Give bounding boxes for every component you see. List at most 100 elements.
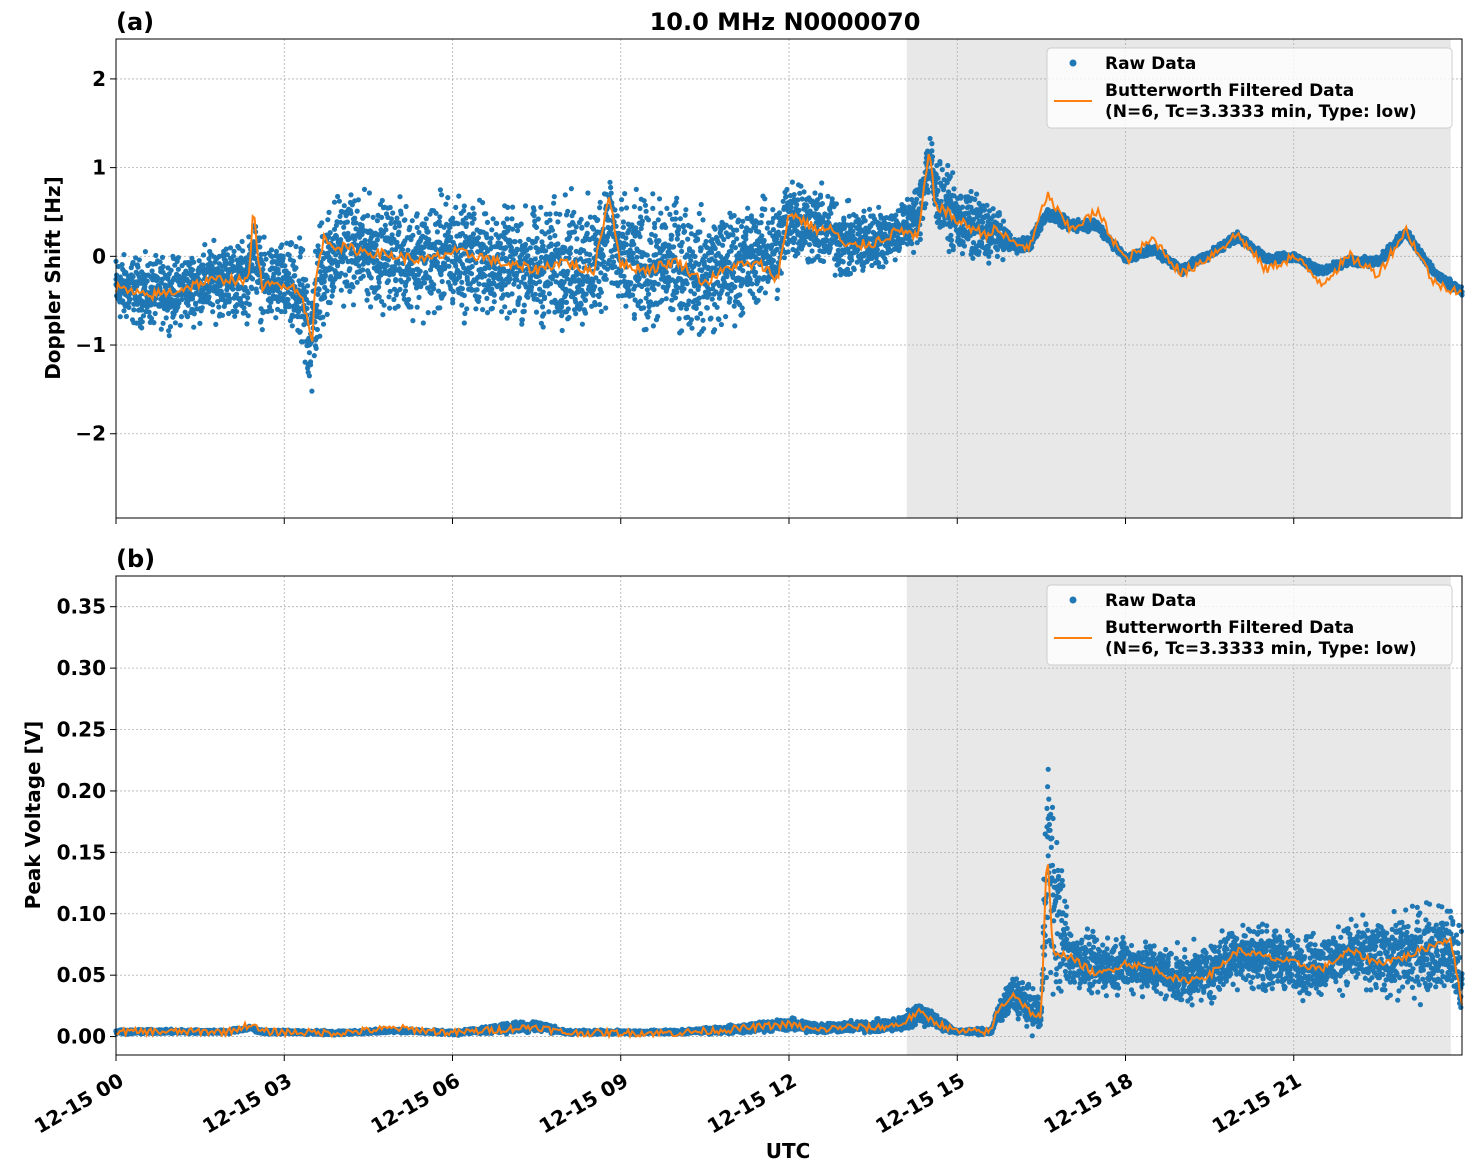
- raw-data-point: [585, 231, 590, 236]
- raw-data-point: [305, 283, 310, 288]
- raw-data-point: [128, 297, 133, 302]
- raw-data-point: [377, 280, 382, 285]
- raw-data-point: [510, 205, 515, 210]
- raw-data-point: [220, 313, 225, 318]
- raw-data-point: [406, 277, 411, 282]
- raw-data-point: [471, 231, 476, 236]
- raw-data-point: [397, 194, 402, 199]
- raw-data-point: [509, 291, 514, 296]
- raw-data-point: [438, 187, 443, 192]
- raw-data-point: [618, 268, 623, 273]
- raw-data-point: [615, 213, 620, 218]
- raw-data-point: [598, 200, 603, 205]
- raw-data-point: [497, 272, 502, 277]
- raw-data-point: [743, 233, 748, 238]
- raw-data-point: [565, 209, 570, 214]
- raw-data-point: [516, 302, 521, 307]
- raw-data-point: [126, 305, 131, 310]
- raw-data-point: [763, 290, 768, 295]
- raw-data-point: [940, 167, 945, 172]
- raw-data-point: [325, 217, 330, 222]
- raw-data-point: [339, 288, 344, 293]
- raw-data-point: [360, 267, 365, 272]
- raw-data-point: [394, 216, 399, 221]
- raw-data-point: [406, 297, 411, 302]
- raw-data-point: [451, 289, 456, 294]
- raw-data-point: [689, 326, 694, 331]
- raw-data-point: [656, 238, 661, 243]
- raw-data-point: [140, 319, 145, 324]
- raw-data-point: [483, 273, 488, 278]
- raw-data-point: [739, 224, 744, 229]
- raw-data-point: [876, 205, 881, 210]
- raw-data-point: [317, 309, 322, 314]
- raw-data-point: [410, 233, 415, 238]
- raw-data-point: [542, 296, 547, 301]
- raw-data-point: [462, 320, 467, 325]
- raw-data-point: [350, 284, 355, 289]
- raw-data-point: [740, 305, 745, 310]
- raw-data-point: [443, 202, 448, 207]
- raw-data-point: [407, 225, 412, 230]
- raw-data-point: [673, 295, 678, 300]
- raw-data-point: [320, 315, 325, 320]
- raw-data-point: [717, 296, 722, 301]
- raw-data-point: [341, 225, 346, 230]
- raw-data-point: [124, 314, 129, 319]
- raw-data-point: [396, 230, 401, 235]
- raw-data-point: [318, 269, 323, 274]
- raw-data-point: [377, 294, 382, 299]
- raw-data-point: [442, 291, 447, 296]
- raw-data-point: [756, 298, 761, 303]
- raw-data-point: [355, 280, 360, 285]
- raw-data-point: [538, 260, 543, 265]
- raw-data-point: [880, 264, 885, 269]
- raw-data-point: [547, 235, 552, 240]
- raw-data-point: [529, 284, 534, 289]
- raw-data-point: [153, 311, 158, 316]
- raw-data-point: [819, 180, 824, 185]
- raw-data-point: [512, 308, 517, 313]
- raw-data-point: [516, 284, 521, 289]
- raw-data-point: [988, 249, 993, 254]
- raw-data-point: [293, 244, 298, 249]
- raw-data-point: [404, 204, 409, 209]
- raw-data-point: [958, 194, 963, 199]
- raw-data-point: [254, 290, 259, 295]
- raw-data-point: [552, 233, 557, 238]
- raw-data-point: [700, 318, 705, 323]
- raw-data-point: [583, 311, 588, 316]
- raw-data-point: [176, 255, 181, 260]
- raw-data-point: [713, 227, 718, 232]
- raw-data-point: [950, 170, 955, 175]
- raw-data-point: [456, 194, 461, 199]
- raw-data-point: [241, 305, 246, 310]
- raw-data-point: [371, 215, 376, 220]
- raw-data-point: [491, 216, 496, 221]
- raw-data-point: [448, 235, 453, 240]
- raw-data-point: [982, 207, 987, 212]
- raw-data-point: [446, 264, 451, 269]
- raw-data-point: [770, 207, 775, 212]
- raw-data-point: [893, 213, 898, 218]
- raw-data-point: [551, 201, 556, 206]
- raw-data-point: [753, 270, 758, 275]
- raw-data-point: [197, 321, 202, 326]
- raw-data-point: [597, 205, 602, 210]
- raw-data-point: [150, 268, 155, 273]
- raw-data-point: [685, 237, 690, 242]
- raw-data-point: [674, 290, 679, 295]
- raw-data-point: [784, 187, 789, 192]
- raw-data-point: [393, 277, 398, 282]
- raw-data-point: [416, 230, 421, 235]
- raw-data-point: [523, 242, 528, 247]
- raw-data-point: [622, 191, 627, 196]
- raw-data-point: [262, 235, 267, 240]
- raw-data-point: [259, 318, 264, 323]
- raw-data-point: [911, 250, 916, 255]
- raw-data-point: [678, 216, 683, 221]
- raw-data-point: [995, 254, 1000, 259]
- raw-data-point: [749, 281, 754, 286]
- raw-data-point: [632, 204, 637, 209]
- raw-data-point: [273, 315, 278, 320]
